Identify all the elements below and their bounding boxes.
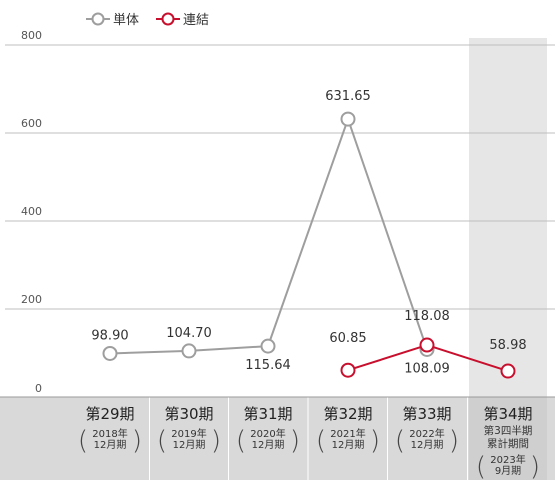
close-paren: ) xyxy=(530,452,540,480)
data-label: 104.70 xyxy=(166,326,212,341)
category-period-label: 累計期間 xyxy=(487,437,529,450)
category-main-label: 第32期 xyxy=(323,405,372,423)
data-label: 118.08 xyxy=(404,309,450,324)
series-2-line-segment xyxy=(426,344,509,373)
y-tick-label: 200 xyxy=(21,293,42,306)
series-1-point xyxy=(260,338,276,354)
category-sub-label: 2018年 xyxy=(92,427,127,440)
close-paren: ) xyxy=(370,426,380,456)
category-sub-label: 12月期 xyxy=(332,439,365,451)
open-paren: ( xyxy=(476,452,486,480)
y-tick-label: 800 xyxy=(21,29,42,42)
close-paren: ) xyxy=(132,426,142,456)
open-paren: ( xyxy=(157,426,167,456)
legend-marker xyxy=(161,12,175,26)
open-paren: ( xyxy=(316,426,326,456)
series-1-line-segment xyxy=(109,349,190,355)
data-label: 58.98 xyxy=(489,338,526,353)
category-sub-label: 12月期 xyxy=(411,439,444,451)
data-label: 60.85 xyxy=(329,331,366,346)
data-labels: 98.90 104.70 115.64 631.65 108.09 60.85 118.08… xyxy=(91,89,526,376)
category-main-label: 第31期 xyxy=(243,405,292,423)
category-sub-label: 12月期 xyxy=(173,439,206,451)
close-paren: ) xyxy=(449,426,459,456)
legend-item: 単体 xyxy=(86,12,139,28)
category-main-label: 第33期 xyxy=(402,405,451,423)
data-label: 108.09 xyxy=(404,361,450,376)
category-axis: 第29期()2018年12月期第30期()2019年12月期第31期()2020… xyxy=(78,405,540,480)
category-sub-label: 2019年 xyxy=(171,427,206,440)
category-main-label: 第34期 xyxy=(483,405,532,423)
legend-label: 単体 xyxy=(113,12,139,28)
category-period-label: 第3四半期 xyxy=(484,424,533,437)
legend: 単体 連結 xyxy=(86,12,209,28)
series-1-line-segment xyxy=(267,118,349,347)
open-paren: ( xyxy=(395,426,405,456)
data-label: 98.90 xyxy=(91,328,128,343)
series-1-point xyxy=(181,343,197,359)
category-main-label: 第30期 xyxy=(164,405,213,423)
series-layer xyxy=(102,111,516,379)
grid-layer xyxy=(0,44,555,398)
category-sub-label: 2023年 xyxy=(490,453,525,466)
series-1-line-segment xyxy=(347,118,428,350)
category-sub-label: 2021年 xyxy=(330,427,365,440)
series-1-point xyxy=(340,111,356,127)
category-sub-label: 12月期 xyxy=(252,439,285,451)
open-paren: ( xyxy=(236,426,246,456)
close-paren: ) xyxy=(211,426,221,456)
category-sub-label: 9月期 xyxy=(495,465,521,477)
series-1-line-segment xyxy=(188,345,269,352)
highlight-category-cell xyxy=(469,397,547,480)
data-label: 115.64 xyxy=(245,358,291,373)
category-main-label: 第29期 xyxy=(85,405,134,423)
series-2-line-segment xyxy=(347,344,428,372)
legend-item: 連結 xyxy=(156,12,209,28)
y-tick-label: 0 xyxy=(35,382,42,395)
category-sub-label: 2022年 xyxy=(409,427,444,440)
y-tick-label: 400 xyxy=(21,205,42,218)
legend-marker xyxy=(91,12,105,26)
legend-label: 連結 xyxy=(183,13,209,28)
series-1-point xyxy=(102,345,118,361)
category-sub-label: 2020年 xyxy=(250,427,285,440)
category-sub-label: 12月期 xyxy=(94,439,127,451)
y-axis-ticks: 0 200 400 600 800 xyxy=(21,29,42,395)
series-2-point xyxy=(340,362,356,378)
background-layer xyxy=(0,38,555,480)
highlight-column xyxy=(469,38,547,397)
data-label: 631.65 xyxy=(325,89,371,104)
category-band xyxy=(0,397,555,480)
open-paren: ( xyxy=(78,426,88,456)
series-2-point xyxy=(500,363,516,379)
close-paren: ) xyxy=(290,426,300,456)
series-2-point xyxy=(419,337,435,353)
y-tick-label: 600 xyxy=(21,117,42,130)
